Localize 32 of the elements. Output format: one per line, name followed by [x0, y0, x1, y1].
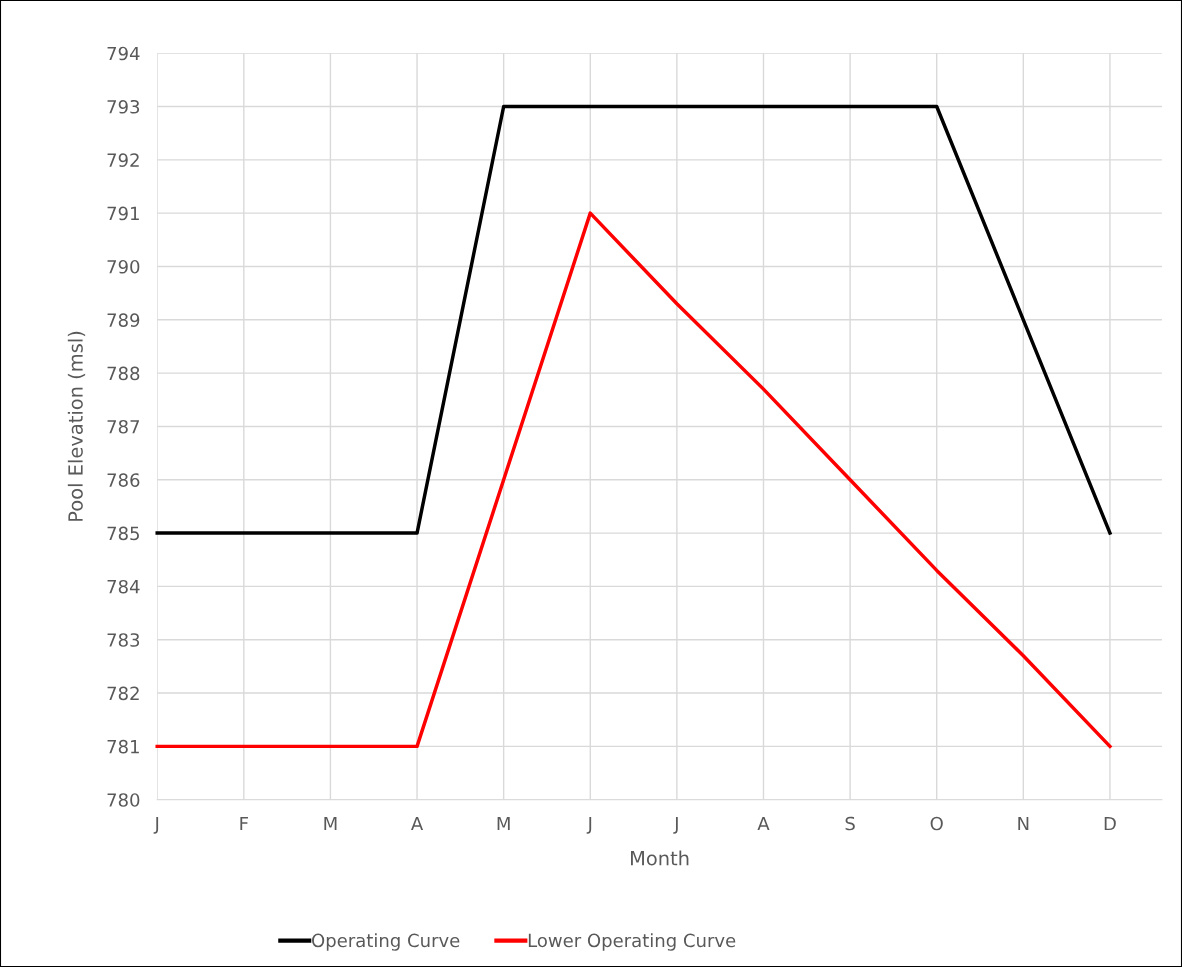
y-tick-label: 780: [107, 793, 140, 807]
y-tick-label: 788: [107, 366, 140, 381]
x-tick-label: O: [930, 816, 943, 831]
x-tick-label: F: [240, 816, 248, 831]
y-tick-label: 787: [107, 419, 139, 434]
y-tick-label: 784: [107, 579, 140, 594]
x-tick-label: A: [411, 816, 424, 831]
legend-label: Operating Curve: [312, 933, 460, 951]
y-tick-label: 791: [107, 206, 139, 221]
y-tick-label: 790: [107, 259, 140, 274]
y-tick-label: 789: [107, 313, 140, 327]
y-tick-label: 781: [107, 739, 139, 754]
x-tick-label: J: [586, 816, 592, 834]
y-tick-label: 785: [107, 526, 139, 541]
x-tick-label: M: [497, 816, 510, 831]
x-tick-label: N: [1018, 816, 1029, 831]
x-tick-label: J: [153, 816, 159, 834]
x-tick-label: S: [845, 816, 855, 831]
y-axis-title: Pool Elevation (msl): [67, 331, 86, 521]
legend-label: Lower Operating Curve: [528, 933, 736, 951]
y-tick-label: 783: [107, 633, 140, 647]
x-tick-label: M: [324, 816, 337, 831]
x-tick-label: J: [673, 816, 678, 834]
x-tick-label: A: [757, 816, 770, 831]
y-tick-label: 786: [107, 473, 140, 487]
y-tick-label: 794: [107, 46, 140, 61]
y-tick-label: 782: [107, 686, 139, 701]
y-tick-label: 793: [107, 99, 140, 114]
x-axis-title: Month: [630, 850, 689, 866]
y-tick-label: 792: [107, 153, 139, 167]
x-tick-label: D: [1104, 816, 1116, 831]
line-series: [155, 211, 1112, 749]
